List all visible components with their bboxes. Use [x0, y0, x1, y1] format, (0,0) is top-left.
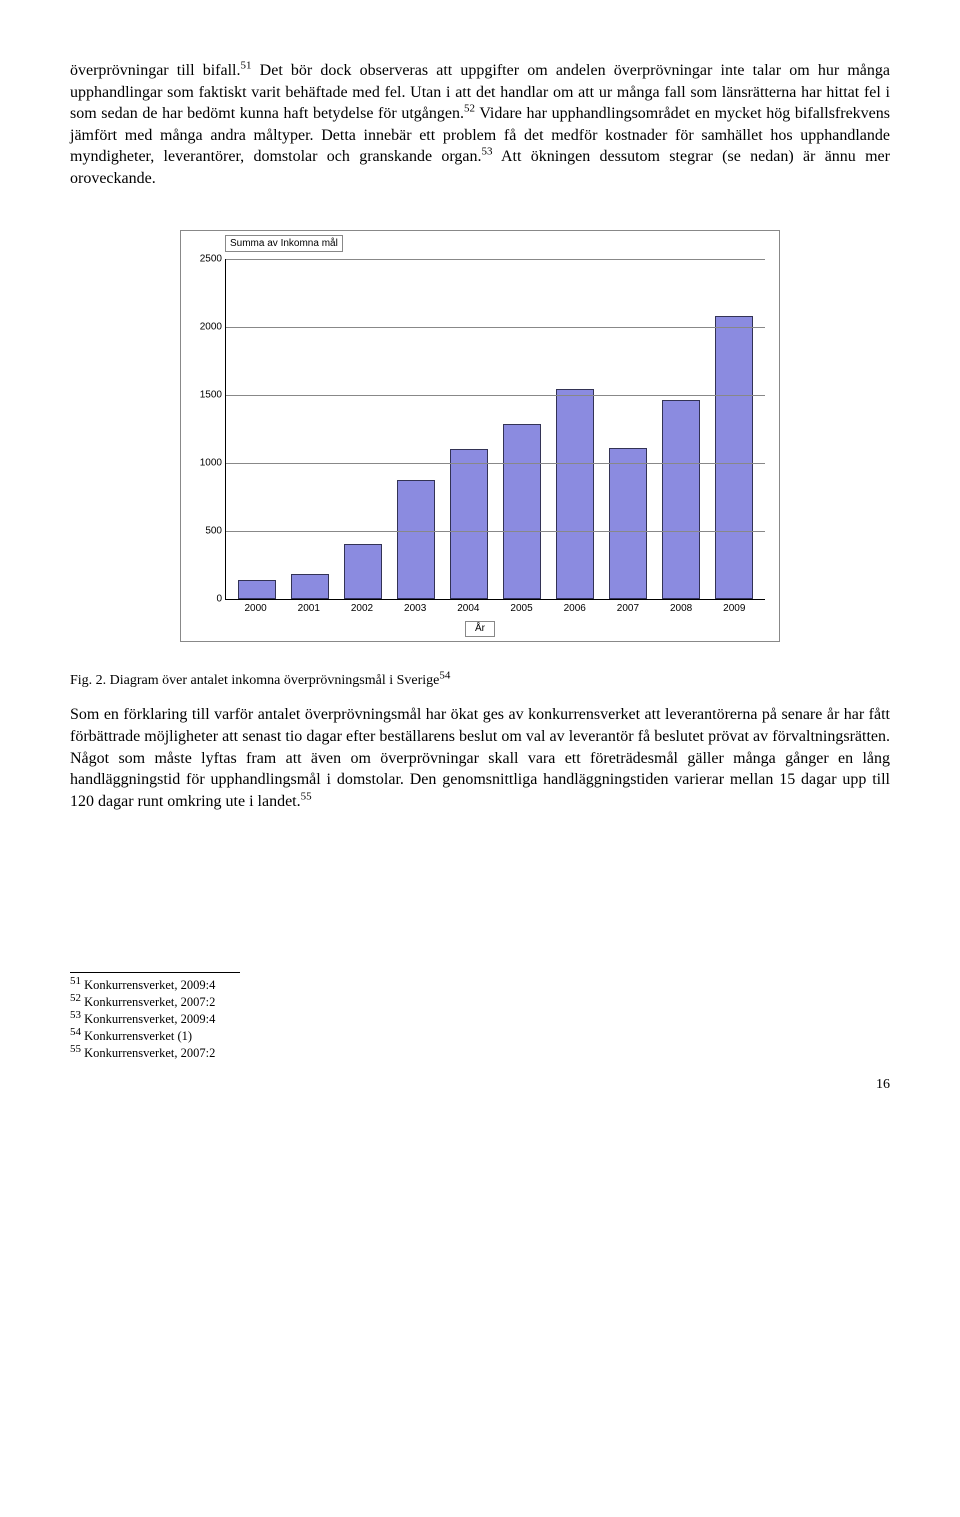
chart-bar: [662, 400, 700, 599]
footnote-separator: [70, 972, 240, 973]
chart-bar: [503, 424, 541, 598]
paragraph-2: Som en förklaring till varför antalet öv…: [70, 704, 890, 812]
chart-legend: Summa av Inkomna mål: [225, 235, 343, 253]
footnote-number: 53: [70, 1009, 81, 1021]
chart-bar: [291, 574, 329, 598]
footnote-ref-53: 53: [482, 146, 493, 158]
chart-container: Summa av Inkomna mål 0500100015002000250…: [180, 230, 780, 642]
footnote-text: Konkurrensverket, 2007:2: [81, 1046, 215, 1060]
chart-x-tick-label: 2000: [237, 602, 275, 616]
footnote-ref-54: 54: [439, 669, 450, 681]
chart-bars: [226, 259, 765, 599]
footnote-54: 54 Konkurrensverket (1): [70, 1028, 890, 1045]
footnote-text: Konkurrensverket (1): [81, 1029, 192, 1043]
chart-bar: [450, 449, 488, 599]
chart-bar: [609, 448, 647, 599]
chart-x-tick-label: 2001: [290, 602, 328, 616]
text: överprövningar till bifall.: [70, 62, 241, 79]
footnotes: 51 Konkurrensverket, 2009:4 52 Konkurren…: [70, 977, 890, 1061]
chart-bar: [715, 316, 753, 599]
chart-box: Summa av Inkomna mål 0500100015002000250…: [180, 230, 780, 642]
chart-y-tick-label: 0: [192, 592, 222, 606]
chart-bar: [397, 480, 435, 598]
footnote-53: 53 Konkurrensverket, 2009:4: [70, 1011, 890, 1028]
chart-x-tick-label: 2005: [503, 602, 541, 616]
footnote-text: Konkurrensverket, 2009:4: [81, 978, 215, 992]
chart-x-tick-label: 2009: [715, 602, 753, 616]
chart-x-tick-label: 2007: [609, 602, 647, 616]
footnote-52: 52 Konkurrensverket, 2007:2: [70, 994, 890, 1011]
footnote-number: 52: [70, 992, 81, 1004]
footnote-number: 54: [70, 1026, 81, 1038]
chart-x-tick-label: 2004: [449, 602, 487, 616]
chart-bar: [556, 389, 594, 598]
footnote-number: 55: [70, 1043, 81, 1055]
footnote-text: Konkurrensverket, 2009:4: [81, 1012, 215, 1026]
chart-gridline: [226, 463, 765, 464]
footnote-51: 51 Konkurrensverket, 2009:4: [70, 977, 890, 994]
footnote-ref-55: 55: [301, 791, 312, 803]
caption-text: Fig. 2. Diagram över antalet inkomna öve…: [70, 673, 439, 688]
chart-x-axis-title: År: [465, 621, 495, 637]
page-number: 16: [70, 1076, 890, 1095]
chart-y-tick-label: 2500: [192, 252, 222, 266]
footnote-number: 51: [70, 975, 81, 987]
chart-x-labels: 2000 2001 2002 2003 2004 2005 2006 2007 2008 2009: [225, 600, 765, 616]
chart-plot-area: 05001000150020002500: [225, 259, 765, 600]
chart-y-tick-label: 500: [192, 524, 222, 538]
chart-x-tick-label: 2003: [396, 602, 434, 616]
footnote-55: 55 Konkurrensverket, 2007:2: [70, 1045, 890, 1062]
figure-caption: Fig. 2. Diagram över antalet inkomna öve…: [70, 672, 890, 691]
chart-bar: [344, 544, 382, 598]
chart-x-tick-label: 2006: [556, 602, 594, 616]
chart-x-tick-label: 2008: [662, 602, 700, 616]
footnote-ref-51: 51: [241, 60, 252, 72]
chart-y-tick-label: 1500: [192, 388, 222, 402]
chart-y-tick-label: 2000: [192, 320, 222, 334]
chart-gridline: [226, 327, 765, 328]
footnote-text: Konkurrensverket, 2007:2: [81, 995, 215, 1009]
chart-gridline: [226, 395, 765, 396]
chart-y-tick-label: 1000: [192, 456, 222, 470]
chart-bar: [238, 580, 276, 599]
paragraph-1: överprövningar till bifall.51 Det bör do…: [70, 60, 890, 190]
text: Som en förklaring till varför antalet öv…: [70, 706, 890, 809]
footnote-ref-52: 52: [464, 103, 475, 115]
chart-gridline: [226, 259, 765, 260]
chart-x-tick-label: 2002: [343, 602, 381, 616]
chart-gridline: [226, 531, 765, 532]
